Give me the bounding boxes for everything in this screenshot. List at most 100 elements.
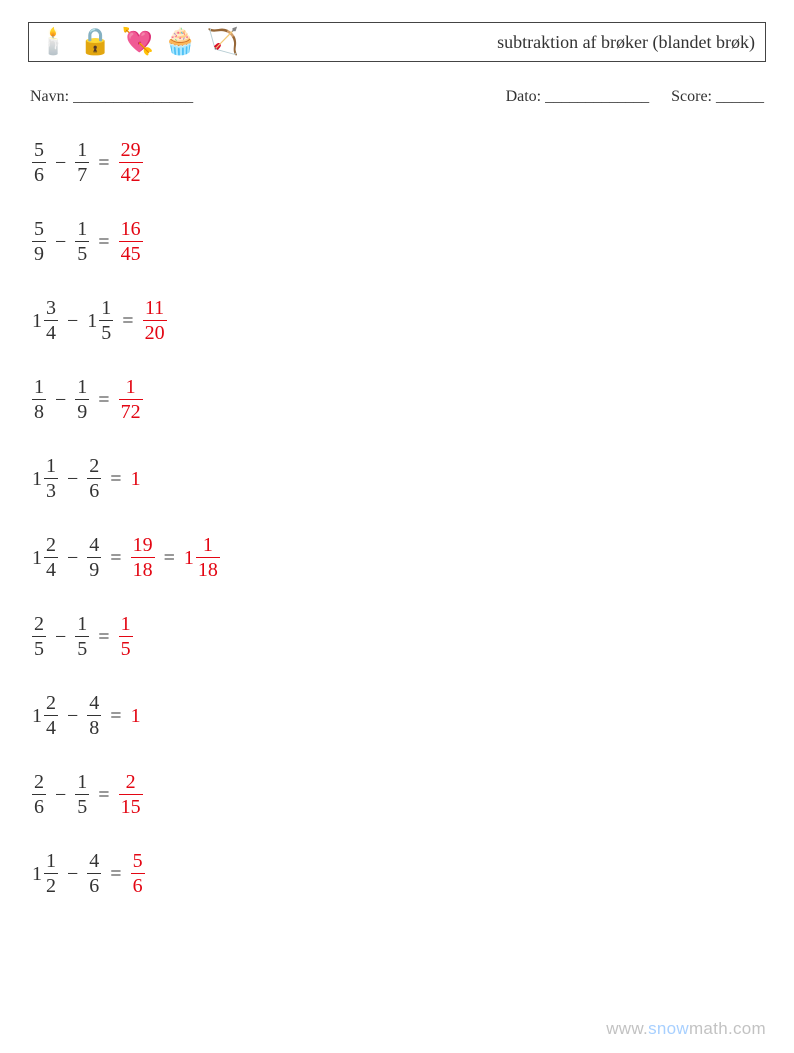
equation-row: 26−15=215 bbox=[32, 772, 766, 817]
numerator: 1 bbox=[44, 456, 58, 476]
fraction: 1645 bbox=[119, 219, 143, 264]
numerator: 1 bbox=[75, 614, 89, 634]
answer-plain: 1 bbox=[131, 706, 141, 726]
lock-icon: 🔒 bbox=[79, 29, 111, 55]
minus-operator: − bbox=[55, 785, 66, 805]
numerator: 1 bbox=[75, 219, 89, 239]
answer-plain: 1 bbox=[131, 469, 141, 489]
watermark-mid: snow bbox=[648, 1019, 689, 1038]
fraction-bar bbox=[87, 478, 101, 479]
fraction: 59 bbox=[32, 219, 46, 264]
denominator: 5 bbox=[32, 639, 46, 659]
fraction-bar bbox=[119, 241, 143, 242]
denominator: 5 bbox=[119, 639, 133, 659]
whole-number: 1 bbox=[184, 548, 194, 568]
numerator: 19 bbox=[131, 535, 155, 555]
minus-operator: − bbox=[67, 864, 78, 884]
fraction-bar bbox=[119, 399, 143, 400]
fraction-bar bbox=[32, 399, 46, 400]
fraction-bar bbox=[87, 873, 101, 874]
denominator: 6 bbox=[87, 481, 101, 501]
arrow-icon: 🏹 bbox=[207, 29, 239, 55]
fraction: 1120 bbox=[143, 298, 167, 343]
fraction: 15 bbox=[75, 219, 89, 264]
equation-row: 59−15=1645 bbox=[32, 219, 766, 264]
fraction-bar bbox=[75, 241, 89, 242]
fraction-bar bbox=[32, 794, 46, 795]
numerator: 5 bbox=[32, 219, 46, 239]
denominator: 4 bbox=[44, 323, 58, 343]
denominator: 72 bbox=[119, 402, 143, 422]
fraction-bar bbox=[99, 320, 113, 321]
watermark: www.snowmath.com bbox=[606, 1019, 766, 1039]
candle-icon: 🕯️ bbox=[37, 29, 69, 55]
meta-row: Navn: _______________ Dato: ____________… bbox=[28, 88, 766, 106]
fraction: 49 bbox=[87, 535, 101, 580]
fraction: 118 bbox=[196, 535, 220, 580]
fraction: 19 bbox=[75, 377, 89, 422]
minus-operator: − bbox=[55, 153, 66, 173]
minus-operator: − bbox=[67, 706, 78, 726]
numerator: 4 bbox=[87, 851, 101, 871]
denominator: 3 bbox=[44, 481, 58, 501]
numerator: 2 bbox=[32, 772, 46, 792]
minus-operator: − bbox=[55, 232, 66, 252]
minus-operator: − bbox=[67, 469, 78, 489]
denominator: 6 bbox=[87, 876, 101, 896]
fraction-bar bbox=[119, 794, 143, 795]
numerator: 2 bbox=[44, 693, 58, 713]
numerator: 2 bbox=[87, 456, 101, 476]
numerator: 1 bbox=[99, 298, 113, 318]
numerator: 4 bbox=[87, 535, 101, 555]
fraction-bar bbox=[44, 873, 58, 874]
equation-row: 124−49=1918=1118 bbox=[32, 535, 766, 580]
problems-list: 56−17=294259−15=1645134−115=112018−19=17… bbox=[28, 140, 766, 896]
fraction-bar bbox=[44, 478, 58, 479]
whole-number: 1 bbox=[87, 311, 97, 331]
denominator: 6 bbox=[32, 165, 46, 185]
name-field: Navn: _______________ bbox=[30, 88, 193, 106]
numerator: 1 bbox=[124, 377, 138, 397]
fraction-bar bbox=[32, 241, 46, 242]
numerator: 3 bbox=[44, 298, 58, 318]
equals-operator: = bbox=[98, 232, 109, 252]
fraction-bar bbox=[32, 636, 46, 637]
denominator: 18 bbox=[196, 560, 220, 580]
equals-operator: = bbox=[98, 627, 109, 647]
equals-operator: = bbox=[98, 390, 109, 410]
denominator: 6 bbox=[32, 797, 46, 817]
fraction-bar bbox=[196, 557, 220, 558]
heart-icon: 💘 bbox=[122, 29, 154, 55]
equals-operator: = bbox=[110, 469, 121, 489]
equation-row: 124−48=1 bbox=[32, 693, 766, 738]
fraction-bar bbox=[75, 636, 89, 637]
equals-operator: = bbox=[98, 153, 109, 173]
fraction: 46 bbox=[87, 851, 101, 896]
fraction: 26 bbox=[87, 456, 101, 501]
watermark-prefix: www. bbox=[606, 1019, 648, 1038]
equals-operator: = bbox=[110, 706, 121, 726]
numerator: 1 bbox=[75, 772, 89, 792]
fraction-bar bbox=[32, 162, 46, 163]
fraction: 24 bbox=[44, 535, 58, 580]
watermark-suffix: math.com bbox=[689, 1019, 766, 1038]
cupcake-icon: 🧁 bbox=[164, 29, 196, 55]
denominator: 42 bbox=[119, 165, 143, 185]
whole-number: 1 bbox=[32, 706, 42, 726]
fraction: 18 bbox=[32, 377, 46, 422]
fraction: 13 bbox=[44, 456, 58, 501]
equation-row: 56−17=2942 bbox=[32, 140, 766, 185]
denominator: 20 bbox=[143, 323, 167, 343]
denominator: 18 bbox=[131, 560, 155, 580]
fraction: 26 bbox=[32, 772, 46, 817]
fraction-bar bbox=[44, 557, 58, 558]
whole-number: 1 bbox=[32, 311, 42, 331]
denominator: 5 bbox=[75, 797, 89, 817]
numerator: 4 bbox=[87, 693, 101, 713]
numerator: 2 bbox=[32, 614, 46, 634]
denominator: 9 bbox=[87, 560, 101, 580]
whole-number: 1 bbox=[32, 864, 42, 884]
fraction-bar bbox=[87, 557, 101, 558]
header-icons: 🕯️ 🔒 💘 🧁 🏹 bbox=[37, 29, 239, 55]
minus-operator: − bbox=[67, 311, 78, 331]
